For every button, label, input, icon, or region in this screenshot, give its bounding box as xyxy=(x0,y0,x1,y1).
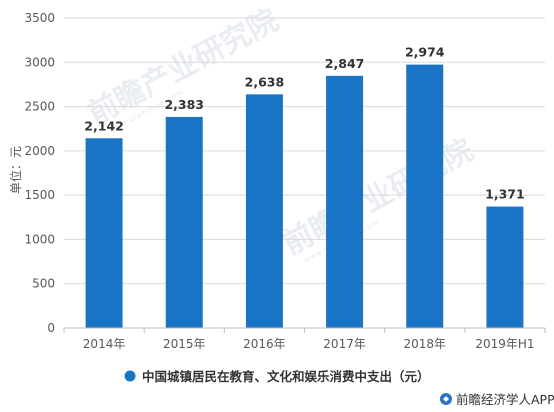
data-label-4: 2,974 xyxy=(405,45,445,60)
y-tick-label-2: 1000 xyxy=(24,232,55,246)
data-label-layer: 2,142 2,383 2,638 2,847 2,974 1,371 xyxy=(84,45,524,202)
y-tick-label-5: 2500 xyxy=(24,100,55,114)
y-tick-label-6: 3000 xyxy=(24,55,55,69)
legend: 中国城镇居民在教育、文化和娱乐消费中支出（元） xyxy=(124,369,430,384)
data-label-1: 2,383 xyxy=(164,97,204,112)
bar-2 xyxy=(245,94,283,328)
x-tick-label-5: 2019年H1 xyxy=(475,337,534,351)
bar-3 xyxy=(326,75,364,328)
bar-4 xyxy=(406,64,444,329)
x-tick-label-4: 2018年 xyxy=(403,337,446,351)
axis-layer: 0 500 1000 1500 2000 2500 3000 3500 2014年 2015年 20… xyxy=(24,11,546,351)
qianzhan-logo-icon xyxy=(440,393,452,405)
grid-layer xyxy=(64,17,545,285)
data-label-0: 2,142 xyxy=(84,118,124,133)
y-tick-label-7: 3500 xyxy=(24,11,55,25)
bar-5 xyxy=(486,206,524,328)
bar-0 xyxy=(85,138,123,328)
y-tick-label-3: 1500 xyxy=(24,188,55,202)
y-tick-label-0: 0 xyxy=(47,321,55,335)
x-tick-label-1: 2015年 xyxy=(163,337,206,351)
footer-brand: 前瞻经济学人APP xyxy=(440,392,554,407)
legend-label: 中国城镇居民在教育、文化和娱乐消费中支出（元） xyxy=(142,369,430,384)
x-tick-label-2: 2016年 xyxy=(243,337,286,351)
y-tick-label-4: 2000 xyxy=(24,144,55,158)
y-tick-label-1: 500 xyxy=(32,277,55,291)
x-tick-label-3: 2017年 xyxy=(323,337,366,351)
data-label-3: 2,847 xyxy=(325,56,365,71)
data-label-2: 2,638 xyxy=(245,74,285,89)
bar-layer xyxy=(85,64,524,329)
data-label-5: 1,371 xyxy=(485,187,525,202)
watermark-text-1: 前瞻产业研究院 xyxy=(277,133,479,262)
y-axis-title: 单位：元 xyxy=(8,146,23,194)
footer-brand-text: 前瞻经济学人APP xyxy=(456,392,554,407)
legend-marker xyxy=(124,370,136,382)
bar-1 xyxy=(165,116,203,328)
x-tick-label-0: 2014年 xyxy=(83,337,126,351)
